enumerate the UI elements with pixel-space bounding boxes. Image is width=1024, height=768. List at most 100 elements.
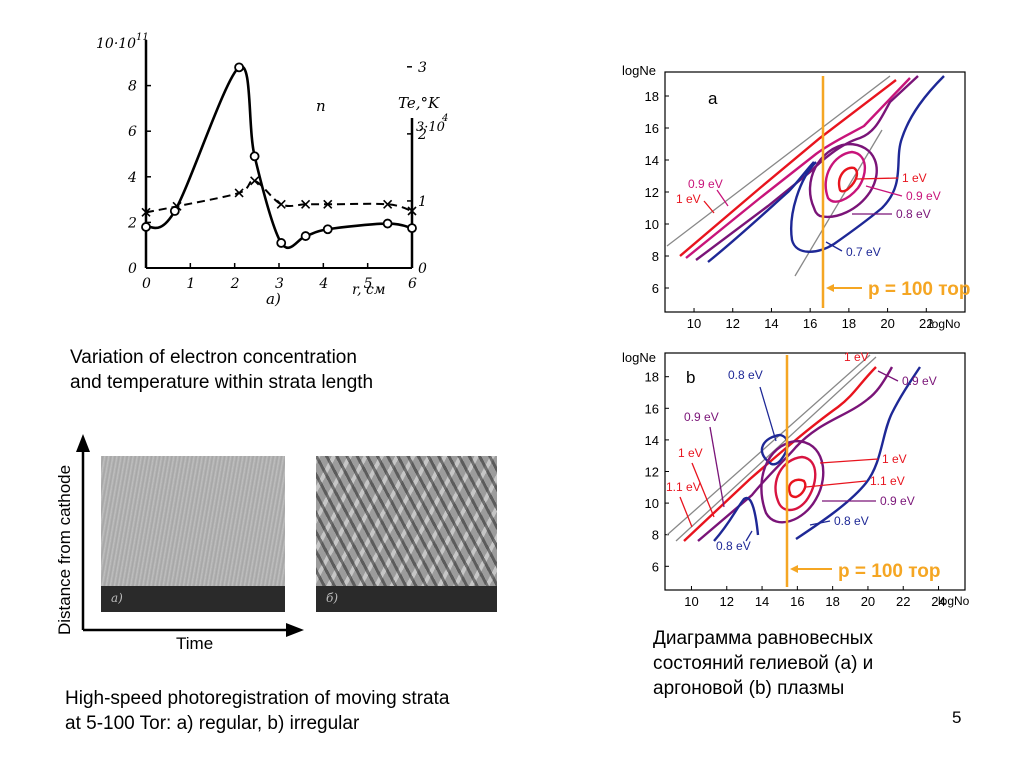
photo-b-label: б) [326,591,339,605]
te-data-point [141,207,151,217]
te-data-point [234,188,244,198]
left-axis-unit: 10·10 [96,36,136,52]
left-tick-label: 6 [128,124,137,140]
argon-label-1ev-right: 1 eV [882,452,907,466]
right-tick-label: 3 [418,60,427,76]
y-tick-label: 18 [645,89,659,104]
slide-number: 5 [952,708,962,727]
x-tick-labels: 0 1 2 3 4 5 6 [142,263,417,292]
helium-contour-1ev-island [837,166,859,193]
x-tick-label: 14 [764,316,778,331]
photo-caption: High-speed photoregistration of moving s… [65,686,449,736]
right-axis-unit: 3·10 [416,120,445,135]
argon-label-09ev-left: 0.9 eV [684,410,719,424]
argon-label-pointer [809,520,831,526]
left-tick-labels: 0 2 4 6 8 [127,79,151,277]
te-data-point [276,199,286,209]
x-tick-label: 22 [919,316,933,331]
helium-label-09ev: 0.9 eV [906,189,941,203]
helium-contour-08ev [695,75,919,261]
x-tick-label: 5 [364,276,373,292]
right-tick-labels: 0 1 2 3 [407,60,427,277]
helium-label-1ev: 1 eV [902,171,927,185]
n-data-point [249,151,260,162]
x-tick-label: 24 [931,594,945,609]
te-data-point [301,199,311,209]
te-point-stroke [323,199,333,209]
photo-x-label: Time [176,634,213,653]
left-tick-label: 2 [127,215,137,231]
argon-label-pointer [679,496,693,528]
y-tick-label: 10 [645,496,659,511]
x-tick-label: 12 [720,594,734,609]
argon-label-pointer [819,458,879,464]
left-axis-exponent: 11 [136,32,149,43]
n-data-point [300,231,311,241]
x-tick-label: 16 [790,594,804,609]
n-data-point [382,218,393,229]
y-tick-label: 12 [645,465,659,480]
argon-label-08ev-top: 0.8 eV [728,368,763,382]
argon-label-pointer [877,370,899,382]
diagram-caption-line3: аргоновой (b) плазмы [653,678,845,699]
helium-contour-1ev [679,79,897,257]
te-point-stroke [407,206,417,216]
n-series-points [141,62,417,248]
left-tick-label: 8 [128,79,137,95]
x-tick-label: 20 [880,316,894,331]
helium-label-pointer [865,185,903,197]
x-tick-label: 18 [825,594,839,609]
argon-pressure-arrowhead [790,565,798,573]
photo-caption-line2: at 5-100 Tor: a) regular, b) irregular [65,713,360,734]
te-point-stroke [276,199,286,209]
argon-contour-09ev [697,366,894,542]
panel-label: а) [266,290,281,308]
concentration-caption: Variation of electron concentration and … [70,345,373,395]
helium-label-1ev-left: 1 eV [676,192,701,206]
photo-regular: а) [101,456,285,612]
photo-a-label: а) [111,591,123,605]
x-axis-label: r, см [352,282,386,298]
helium-label-07ev: 0.7 eV [846,245,881,259]
argon-contour-1ev-island [774,455,817,512]
argon-pressure-label: p = 100 тор [838,561,941,582]
argon-y-axis-label: logNe [622,350,656,365]
helium-contour-07ev [707,75,945,263]
helium-y-tick-labels: 6 8 10 12 14 16 18 [645,89,669,296]
argon-y-tick-labels: 6 8 10 12 14 16 18 [645,370,669,574]
x-tick-label: 20 [861,594,875,609]
argon-label-pointer [805,480,867,488]
y-tick-label: 18 [645,370,659,385]
helium-pressure-label: p = 100 тор [868,279,971,300]
argon-label-1ev-top: 1 eV [844,350,869,364]
x-tick-label: 1 [186,276,195,292]
helium-x-axis-label: logNo [929,317,961,331]
left-tick-label: 0 [128,261,137,277]
concentration-chart: 10·10 11 Te,°K 3·10 4 0 2 4 6 8 0 1 2 3 0 1 2 3 4 5 6… [96,32,448,308]
helium-label-pointer [825,241,843,252]
helium-label-pointer [716,189,729,207]
photo-y-arrowhead [76,434,90,452]
te-data-point [407,206,417,216]
right-tick-label: 1 [418,194,427,210]
x-tick-label: 0 [142,276,151,292]
photo-x-arrowhead [286,623,304,637]
x-tick-label: 14 [755,594,769,609]
argon-label-pointer [745,530,753,542]
y-tick-label: 6 [652,559,659,574]
photo-y-label: Distance from cathode [55,465,74,635]
x-tick-label: 18 [842,316,856,331]
te-point-stroke [234,188,244,198]
x-tick-label: 4 [318,276,328,292]
x-tick-label: 12 [726,316,740,331]
n-data-point [276,238,287,248]
n-series-label: n [316,97,326,115]
y-tick-label: 16 [645,121,659,136]
x-tick-label: 16 [803,316,817,331]
argon-label-pointer [709,426,725,508]
argon-label-11ev-left: 1.1 eV [666,480,701,494]
y-tick-label: 8 [652,528,659,543]
n-data-point [234,62,245,73]
te-data-point [383,199,393,209]
